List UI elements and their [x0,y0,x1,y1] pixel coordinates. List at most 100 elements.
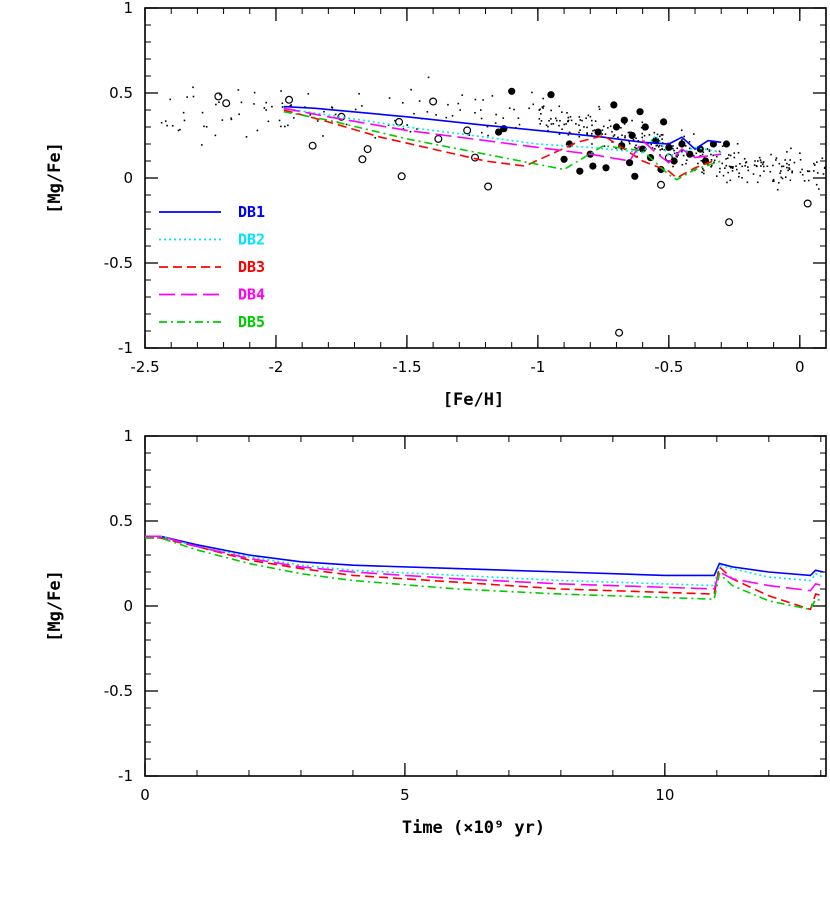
star-point [651,147,654,149]
star-point [307,93,310,95]
filled-circle-point [641,123,649,131]
star-point [541,106,544,108]
star-point [673,152,676,155]
star-point [813,170,815,172]
y-axis-title: [Mg/Fe] [45,142,65,214]
star-point [663,149,666,151]
star-point [322,135,324,137]
star-point [447,103,449,106]
star-point [677,154,679,156]
star-point [409,130,412,133]
star-point [586,132,588,134]
star-point [824,166,826,169]
star-point [323,110,325,113]
star-point [528,107,530,110]
star-point [426,111,429,113]
star-point [179,128,181,131]
star-point [539,108,541,111]
star-point [435,113,437,116]
star-point [182,111,185,114]
filled-circle-point [576,167,584,175]
star-point [565,123,567,125]
star-point [790,147,792,150]
legend-label-db1: DB1 [238,203,265,221]
star-point [692,154,695,157]
star-point [416,128,418,130]
star-point [192,95,195,98]
star-point [219,93,221,96]
star-point [218,101,220,103]
legend-label-db4: DB4 [238,286,265,304]
star-point [238,113,240,116]
series-line-db4 [145,535,824,592]
star-point [635,147,638,150]
star-point [772,180,774,182]
star-point [542,105,545,108]
star-point [200,144,203,146]
star-point [474,98,477,101]
star-point [287,124,289,127]
open-circle-point [358,155,367,164]
star-point [201,111,204,114]
star-point [186,96,189,98]
star-point [744,164,746,167]
filled-circle-point [494,128,503,136]
star-point [815,183,818,186]
star-point [680,150,683,153]
star-point [738,172,740,175]
star-point [166,124,168,127]
tick-marks [144,435,826,777]
star-point [578,116,581,118]
filled-circle-point [722,140,731,148]
filled-circle-point [610,101,618,109]
star-point [634,146,636,149]
panel-top-feh-vs-mgfe: -2.5 -2 -1.5 -1 -0.5 0 -1 -0.5 0 0.5 1 [Fe/H] [Mg/Fe… [45,0,827,410]
star-point [685,159,688,162]
star-point [608,119,611,122]
star-point [402,102,404,104]
star-point [754,160,756,162]
series-line-db1 [283,105,722,151]
star-point [215,103,217,106]
star-point [782,165,785,168]
star-point [760,165,762,167]
panel-bottom-time-vs-mgfe: 0 5 10 -1 -0.5 0 0.5 1 Time (×10⁹ yr) [Mg/Fe] [45,427,827,838]
star-point [628,140,630,143]
star-point [581,119,583,122]
star-point [706,148,709,150]
star-point [354,108,357,111]
star-point [394,119,396,122]
star-point [784,159,786,161]
star-point [374,137,377,139]
open-circle-point [429,97,438,106]
star-point [683,135,685,138]
star-point [532,103,535,106]
star-point [726,181,728,184]
star-point [601,129,604,132]
star-point [659,135,661,138]
star-point [661,134,664,136]
star-point [713,159,716,162]
star-point [284,125,286,128]
x-axis-title: Time (×10⁹ yr) [402,818,545,838]
x-tick-label: -2.5 [130,358,159,376]
star-point [731,167,734,170]
star-point [759,159,762,161]
star-point [451,114,454,117]
star-point [345,123,348,126]
star-point [755,165,758,167]
star-point [715,155,718,158]
star-point [788,168,791,171]
star-point [479,109,482,111]
star-point [402,127,405,130]
star-point [787,169,789,172]
y-axis-title: [Mg/Fe] [45,570,65,642]
star-point [593,129,596,131]
star-point [558,105,561,108]
star-point [799,158,802,161]
star-point [737,151,740,154]
x-tick-label: -1 [530,358,545,376]
star-point [358,92,360,95]
star-point [673,149,675,152]
star-point [531,91,533,94]
